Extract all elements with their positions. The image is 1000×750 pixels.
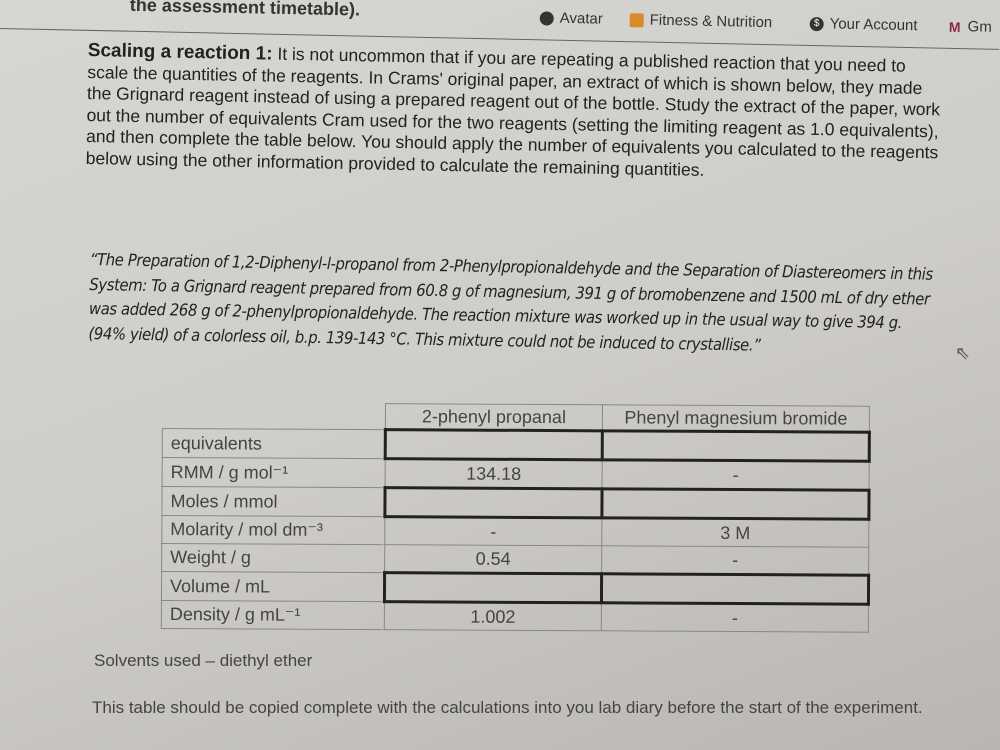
row-label: Weight / g bbox=[161, 543, 385, 573]
table-row: Density / g mL⁻¹ 1.002- bbox=[161, 600, 869, 633]
row-label: Volume / mL bbox=[161, 571, 385, 602]
account-icon: $ bbox=[809, 16, 824, 31]
answer-cell[interactable] bbox=[601, 573, 869, 605]
avatar-icon bbox=[539, 10, 554, 26]
intro-paragraph: Scaling a reaction 1: It is not uncommon… bbox=[86, 40, 948, 185]
instruction-note: This table should be copied complete wit… bbox=[92, 698, 923, 717]
answer-cell[interactable] bbox=[384, 487, 603, 518]
solvents-text: Solvents used – diethyl ether bbox=[94, 651, 313, 670]
bookmark-label: Avatar bbox=[559, 9, 604, 28]
value-cell: 1.002 bbox=[384, 601, 602, 631]
bookmark-label: Gm bbox=[967, 18, 992, 36]
answer-cell[interactable] bbox=[601, 488, 870, 520]
header-2-phenyl-propanal: 2-phenyl propanal bbox=[385, 403, 603, 431]
answer-cell[interactable] bbox=[385, 429, 603, 460]
value-cell: 0.54 bbox=[384, 544, 602, 574]
reagent-table: 2-phenyl propanal Phenyl magnesium bromi… bbox=[161, 402, 871, 633]
header-phenyl-magnesium-bromide: Phenyl magnesium bromide bbox=[602, 404, 870, 433]
value-cell: - bbox=[384, 516, 602, 546]
value-cell: - bbox=[601, 545, 869, 576]
table-row: Weight / g 0.54- bbox=[161, 543, 869, 576]
table-row: Molarity / mol dm⁻³ -3 M bbox=[161, 515, 869, 548]
bookmark-avatar[interactable]: Avatar bbox=[539, 9, 604, 28]
answer-cell[interactable] bbox=[384, 572, 602, 603]
table-row: RMM / g mol⁻¹ 134.18- bbox=[162, 457, 870, 491]
section-title: Scaling a reaction 1: bbox=[87, 40, 273, 65]
table-row: Moles / mmol bbox=[161, 486, 870, 520]
bookmark-folder-icon bbox=[629, 12, 644, 27]
row-label: equivalents bbox=[162, 428, 386, 459]
bookmark-fitness[interactable]: Fitness & Nutrition bbox=[629, 11, 773, 32]
value-cell: - bbox=[602, 459, 870, 491]
bookmark-label: Fitness & Nutrition bbox=[649, 11, 773, 32]
table-header-row: 2-phenyl propanal Phenyl magnesium bromi… bbox=[162, 402, 870, 433]
gmail-icon: M bbox=[948, 18, 961, 35]
table-row: Volume / mL bbox=[161, 571, 869, 605]
bookmark-gmail[interactable]: M Gm bbox=[947, 18, 992, 36]
row-label: Moles / mmol bbox=[161, 486, 386, 517]
value-cell: 134.18 bbox=[385, 458, 603, 489]
row-label: RMM / g mol⁻¹ bbox=[162, 457, 386, 488]
value-cell: - bbox=[601, 602, 869, 633]
answer-cell[interactable] bbox=[602, 430, 870, 462]
bookmark-your-account[interactable]: $ Your Account bbox=[809, 15, 918, 35]
paper-extract-quote: “The Preparation of 1,2-Diphenyl-l-propa… bbox=[88, 249, 933, 355]
mouse-cursor-icon: ⇖ bbox=[955, 343, 971, 363]
intro-body: It is not uncommon that if you are repea… bbox=[85, 43, 941, 180]
header-blank bbox=[162, 402, 386, 430]
table-row: equivalents bbox=[162, 428, 870, 462]
previous-heading-fragment: the assessment timetable). bbox=[129, 0, 361, 20]
value-cell: 3 M bbox=[601, 517, 869, 548]
row-label: Molarity / mol dm⁻³ bbox=[161, 515, 385, 545]
row-label: Density / g mL⁻¹ bbox=[161, 600, 385, 630]
bookmark-label: Your Account bbox=[829, 15, 918, 35]
